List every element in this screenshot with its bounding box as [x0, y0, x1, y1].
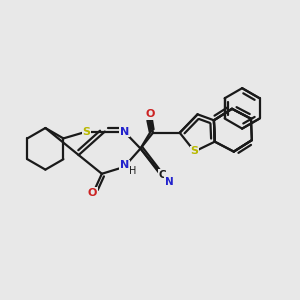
Text: N: N — [165, 177, 174, 187]
Text: H: H — [129, 166, 137, 176]
Text: O: O — [146, 109, 155, 119]
Text: N: N — [119, 160, 129, 170]
Text: O: O — [87, 188, 97, 198]
Text: S: S — [190, 146, 199, 157]
Text: N: N — [119, 127, 129, 136]
Text: S: S — [83, 127, 91, 136]
Text: C: C — [159, 170, 166, 180]
